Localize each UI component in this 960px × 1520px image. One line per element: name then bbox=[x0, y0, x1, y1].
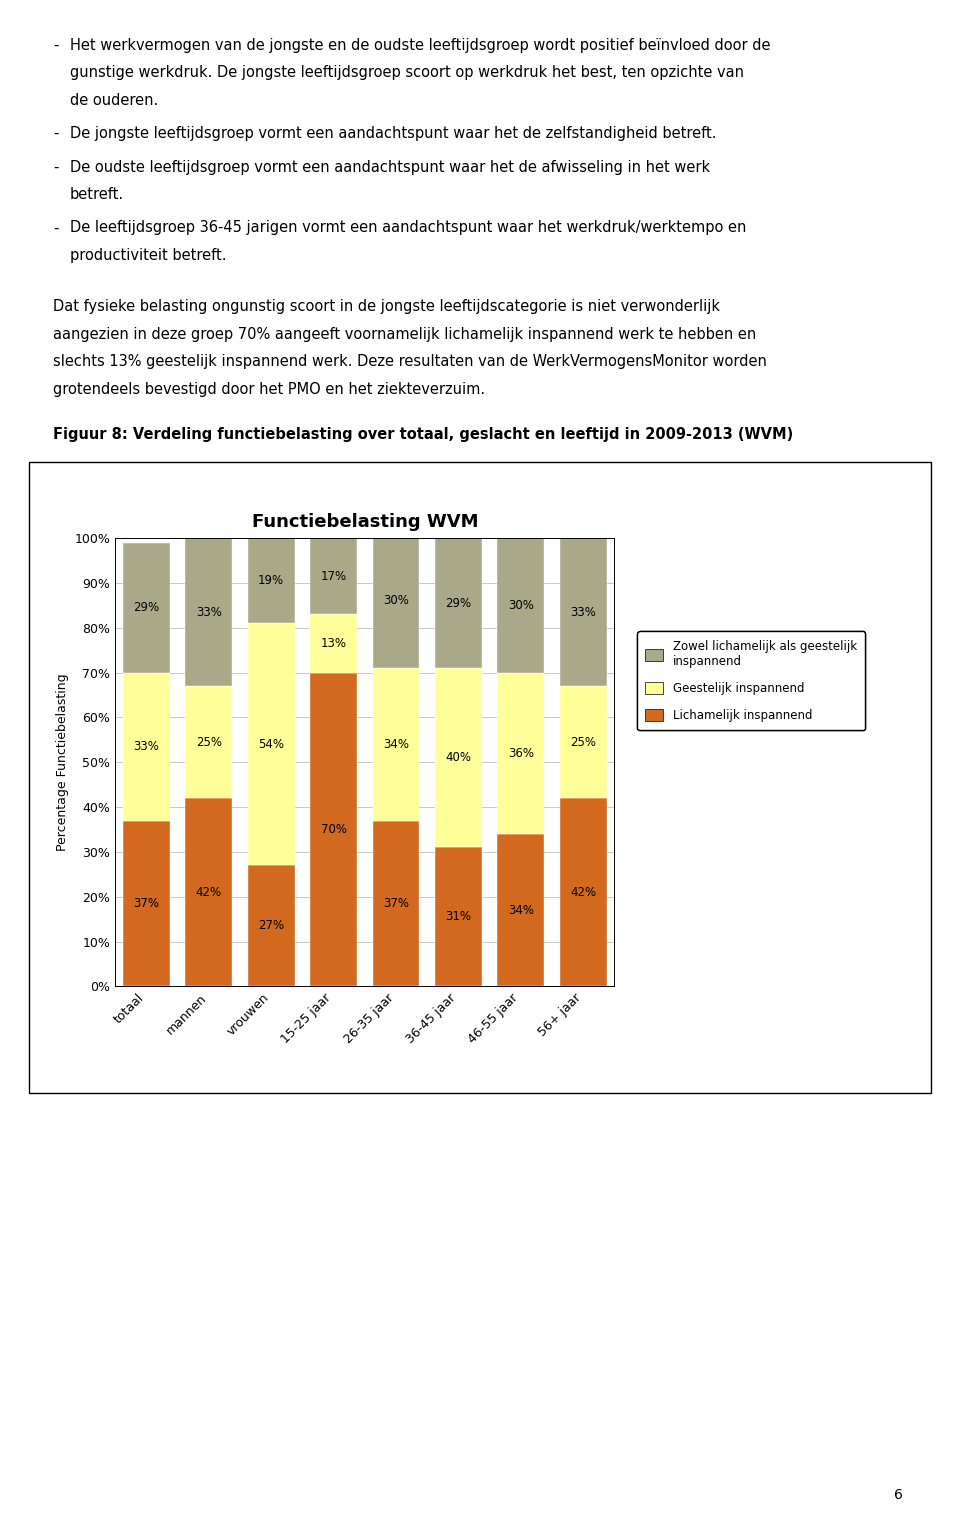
Text: Figuur 8: Verdeling functiebelasting over totaal, geslacht en leeftijd in 2009-2: Figuur 8: Verdeling functiebelasting ove… bbox=[53, 427, 793, 442]
Text: 37%: 37% bbox=[133, 897, 159, 910]
Text: grotendeels bevestigd door het PMO en het ziekteverzuim.: grotendeels bevestigd door het PMO en he… bbox=[53, 382, 485, 397]
Text: 42%: 42% bbox=[196, 886, 222, 898]
Text: 27%: 27% bbox=[258, 920, 284, 932]
Text: De jongste leeftijdsgroep vormt een aandachtspunt waar het de zelfstandigheid be: De jongste leeftijdsgroep vormt een aand… bbox=[70, 126, 716, 141]
Bar bbox=[497, 834, 544, 986]
Bar bbox=[560, 538, 607, 686]
Text: productiviteit betreft.: productiviteit betreft. bbox=[70, 248, 227, 263]
Bar bbox=[435, 848, 482, 986]
Text: 34%: 34% bbox=[508, 904, 534, 917]
Text: De oudste leeftijdsgroep vormt een aandachtspunt waar het de afwisseling in het : De oudste leeftijdsgroep vormt een aanda… bbox=[70, 160, 710, 175]
Text: 6: 6 bbox=[894, 1488, 902, 1502]
Y-axis label: Percentage Functiebelasting: Percentage Functiebelasting bbox=[56, 673, 69, 851]
Bar bbox=[248, 623, 295, 865]
Title: Functiebelasting WVM: Functiebelasting WVM bbox=[252, 512, 478, 530]
Text: 25%: 25% bbox=[570, 736, 596, 749]
Text: 33%: 33% bbox=[133, 740, 159, 752]
Bar bbox=[372, 534, 420, 669]
Text: 54%: 54% bbox=[258, 737, 284, 751]
Text: 70%: 70% bbox=[321, 822, 347, 836]
Bar bbox=[123, 821, 170, 986]
Bar bbox=[248, 538, 295, 623]
Text: 30%: 30% bbox=[508, 599, 534, 613]
Text: -: - bbox=[53, 160, 59, 175]
Text: de ouderen.: de ouderen. bbox=[70, 93, 158, 108]
Text: 36%: 36% bbox=[508, 746, 534, 760]
Bar bbox=[435, 669, 482, 848]
Bar bbox=[310, 673, 357, 986]
Text: 34%: 34% bbox=[383, 737, 409, 751]
Text: 29%: 29% bbox=[445, 596, 471, 610]
Text: slechts 13% geestelijk inspannend werk. Deze resultaten van de WerkVermogensMoni: slechts 13% geestelijk inspannend werk. … bbox=[53, 354, 767, 369]
Text: 29%: 29% bbox=[133, 600, 159, 614]
Bar bbox=[497, 538, 544, 673]
Text: betreft.: betreft. bbox=[70, 187, 124, 202]
Text: gunstige werkdruk. De jongste leeftijdsgroep scoort op werkdruk het best, ten op: gunstige werkdruk. De jongste leeftijdsg… bbox=[70, 65, 744, 81]
Text: 30%: 30% bbox=[383, 594, 409, 608]
Bar bbox=[185, 798, 232, 986]
Text: 13%: 13% bbox=[321, 637, 347, 651]
Text: Het werkvermogen van de jongste en de oudste leeftijdsgroep wordt positief beïnv: Het werkvermogen van de jongste en de ou… bbox=[70, 38, 771, 53]
Bar bbox=[372, 821, 420, 986]
Text: Dat fysieke belasting ongunstig scoort in de jongste leeftijdscategorie is niet : Dat fysieke belasting ongunstig scoort i… bbox=[53, 299, 720, 315]
Bar bbox=[248, 865, 295, 986]
Text: 25%: 25% bbox=[196, 736, 222, 749]
Text: 17%: 17% bbox=[321, 570, 347, 582]
Bar bbox=[123, 543, 170, 673]
Legend: Zowel lichamelijk als geestelijk
inspannend, Geestelijk inspannend, Lichamelijk : Zowel lichamelijk als geestelijk inspann… bbox=[637, 631, 865, 730]
Bar bbox=[372, 669, 420, 821]
Text: 42%: 42% bbox=[570, 886, 596, 898]
Text: De leeftijdsgroep 36-45 jarigen vormt een aandachtspunt waar het werkdruk/werkte: De leeftijdsgroep 36-45 jarigen vormt ee… bbox=[70, 220, 747, 236]
Bar bbox=[310, 614, 357, 673]
Bar bbox=[185, 686, 232, 798]
Bar bbox=[435, 538, 482, 669]
Bar bbox=[310, 538, 357, 614]
Bar bbox=[123, 673, 170, 821]
Bar bbox=[497, 673, 544, 834]
Bar bbox=[185, 538, 232, 686]
Text: -: - bbox=[53, 38, 59, 53]
Text: 33%: 33% bbox=[196, 605, 222, 619]
Text: 37%: 37% bbox=[383, 897, 409, 910]
Text: 19%: 19% bbox=[258, 575, 284, 587]
Text: 33%: 33% bbox=[570, 605, 596, 619]
Text: aangezien in deze groep 70% aangeeft voornamelijk lichamelijk inspannend werk te: aangezien in deze groep 70% aangeeft voo… bbox=[53, 327, 756, 342]
Bar bbox=[560, 798, 607, 986]
Text: 31%: 31% bbox=[445, 910, 471, 924]
Text: -: - bbox=[53, 220, 59, 236]
Bar bbox=[560, 686, 607, 798]
Text: -: - bbox=[53, 126, 59, 141]
Text: 40%: 40% bbox=[445, 751, 471, 765]
